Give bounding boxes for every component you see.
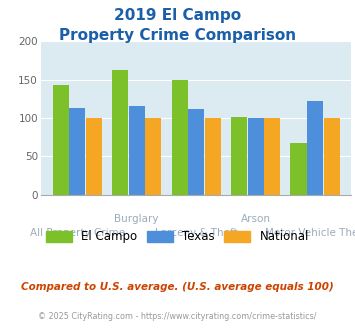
Bar bbox=[188, 109, 204, 195]
Bar bbox=[231, 117, 247, 195]
Bar bbox=[69, 108, 85, 195]
Bar bbox=[86, 118, 102, 195]
Bar bbox=[247, 118, 264, 195]
Text: Burglary: Burglary bbox=[114, 214, 159, 224]
Text: Motor Vehicle Theft: Motor Vehicle Theft bbox=[264, 228, 355, 238]
Text: Property Crime Comparison: Property Crime Comparison bbox=[59, 28, 296, 43]
Text: All Property Crime: All Property Crime bbox=[29, 228, 125, 238]
Text: Compared to U.S. average. (U.S. average equals 100): Compared to U.S. average. (U.S. average … bbox=[21, 282, 334, 292]
Bar bbox=[129, 106, 145, 195]
Bar bbox=[112, 70, 128, 195]
Legend: El Campo, Texas, National: El Campo, Texas, National bbox=[46, 230, 309, 243]
Bar bbox=[171, 81, 188, 195]
Bar bbox=[204, 118, 221, 195]
Bar bbox=[264, 118, 280, 195]
Text: Larceny & Theft: Larceny & Theft bbox=[155, 228, 237, 238]
Text: Arson: Arson bbox=[241, 214, 271, 224]
Bar bbox=[145, 118, 161, 195]
Text: 2019 El Campo: 2019 El Campo bbox=[114, 8, 241, 23]
Bar bbox=[290, 143, 307, 195]
Bar bbox=[323, 118, 340, 195]
Bar bbox=[53, 85, 69, 195]
Bar bbox=[307, 101, 323, 195]
Text: © 2025 CityRating.com - https://www.cityrating.com/crime-statistics/: © 2025 CityRating.com - https://www.city… bbox=[38, 312, 317, 321]
